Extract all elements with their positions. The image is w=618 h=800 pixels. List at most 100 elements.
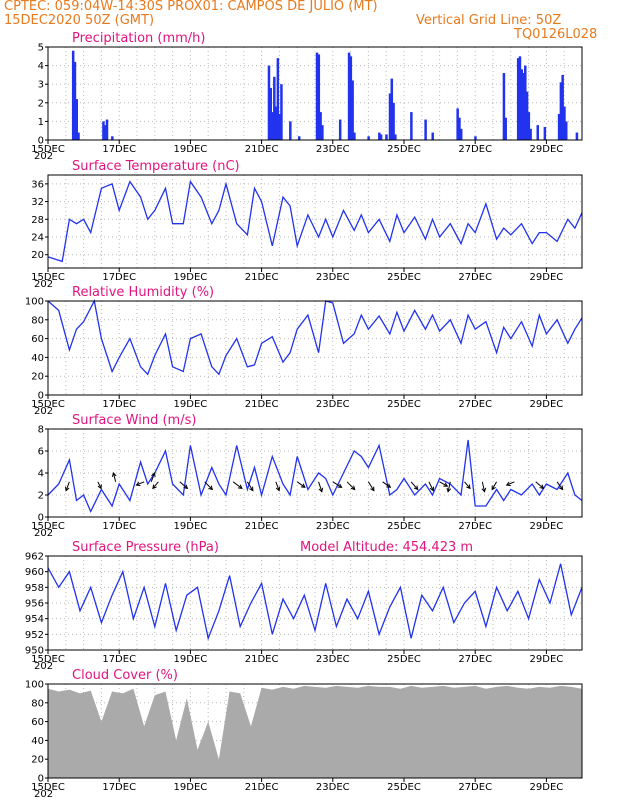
precip-bar — [564, 121, 568, 140]
y-tick-label: 5 — [38, 43, 44, 54]
panel-frame — [47, 428, 583, 518]
wind-arrow-head — [208, 485, 214, 491]
wind-arrow-head — [481, 487, 487, 493]
wind-arrow — [65, 481, 70, 491]
precip-bar — [321, 125, 324, 140]
x-tick-label: 27DEC — [458, 521, 492, 532]
wind-arrow-head — [183, 484, 189, 490]
precip-bar — [504, 117, 507, 140]
x-tick-label: 25DEC — [387, 272, 421, 283]
wind-arrow-head — [558, 485, 564, 491]
wind-arrow-head — [539, 484, 545, 490]
wind-arrow — [506, 481, 515, 486]
y-tick-label: 952 — [25, 630, 44, 641]
x-tick-label: 23DEC — [316, 399, 350, 410]
x-tick-year-label: 202 — [34, 279, 53, 290]
precip-bar — [392, 102, 395, 140]
x-tick-year-label: 202 — [34, 528, 53, 539]
panel-title: Relative Humidity (%) — [72, 285, 214, 300]
precip-bar — [524, 65, 527, 140]
x-tick-label: 21DEC — [245, 521, 279, 532]
panel-subtitle: Model Altitude: 454.423 m — [300, 540, 473, 555]
y-tick-label: 20 — [31, 372, 44, 383]
panel-1 — [45, 174, 583, 272]
x-tick-label: 23DEC — [316, 144, 350, 155]
x-tick-label: 25DEC — [387, 782, 421, 793]
header-run-id: TQ0126L028 — [514, 27, 598, 42]
wind-arrow-head — [491, 485, 496, 491]
x-tick-label: 29DEC — [530, 399, 564, 410]
x-tick-label: 27DEC — [458, 272, 492, 283]
wind-arrow-head — [337, 483, 343, 488]
x-tick-label: 19DEC — [174, 399, 208, 410]
x-tick-label: 19DEC — [174, 144, 208, 155]
panel-frame — [47, 174, 583, 269]
precip-bar — [459, 128, 463, 140]
wind-arrow — [136, 481, 145, 486]
y-tick-label: 0 — [38, 391, 44, 402]
x-tick-label: 19DEC — [174, 654, 208, 665]
y-tick-label: 80 — [31, 698, 44, 709]
precip-bar — [338, 119, 342, 140]
wind-arrow — [464, 481, 471, 489]
precip-bar — [315, 52, 319, 140]
wind-arrow-head — [466, 484, 471, 490]
precip-bar — [271, 112, 274, 140]
precip-bar — [456, 108, 459, 140]
panel-0 — [45, 46, 583, 144]
cloud-cover-area — [48, 685, 582, 778]
precip-bar — [278, 113, 281, 140]
wind-arrow-head — [446, 487, 452, 493]
wind-arrow — [367, 481, 375, 491]
x-tick-label: 17DEC — [102, 654, 136, 665]
wind-arrow-head — [429, 486, 434, 492]
x-tick-label: 15DEC — [31, 272, 65, 283]
series-line — [47, 563, 583, 641]
precip-bar — [367, 136, 370, 140]
y-tick-label: 956 — [25, 599, 44, 610]
y-tick-label: 20 — [31, 755, 44, 766]
wind-arrow-head — [152, 484, 157, 490]
wind-arrow — [428, 481, 434, 491]
panel-frame — [47, 300, 583, 396]
precip-bar — [75, 99, 78, 140]
wind-arrow — [556, 481, 563, 490]
precip-bar — [458, 117, 461, 140]
precip-bar — [319, 112, 322, 140]
wind-arrow — [318, 481, 323, 492]
y-tick-label: 8 — [38, 425, 44, 436]
x-tick-label: 21DEC — [245, 782, 279, 793]
precip-bar — [385, 134, 388, 140]
x-tick-label: 17DEC — [102, 782, 136, 793]
x-tick-label: 23DEC — [316, 782, 350, 793]
panel-3 — [45, 428, 583, 521]
wind-arrow-head — [275, 486, 281, 492]
panel-title: Surface Temperature (nC) — [72, 159, 240, 174]
y-tick-label: 20 — [31, 250, 44, 261]
wind-arrow-head — [65, 486, 70, 492]
x-tick-label: 27DEC — [458, 399, 492, 410]
x-tick-label: 21DEC — [245, 654, 279, 665]
header-station-line: CPTEC: 059:04W-14:30S PROX01: CAMPOS DE … — [4, 0, 378, 14]
wind-arrow — [246, 481, 254, 491]
wind-arrow — [447, 481, 451, 492]
wind-arrow-head — [111, 471, 117, 477]
x-tick-year-label: 202 — [34, 406, 53, 417]
y-tick-label: 954 — [25, 614, 44, 625]
y-tick-label: 4 — [38, 469, 44, 480]
precip-bar — [543, 126, 547, 140]
precip-bar — [536, 125, 539, 140]
precip-bar — [102, 121, 105, 140]
precip-bar — [518, 56, 522, 140]
y-tick-label: 0 — [38, 513, 44, 524]
x-tick-label: 23DEC — [316, 521, 350, 532]
panel-title: Surface Pressure (hPa) — [72, 540, 219, 555]
x-tick-label: 25DEC — [387, 654, 421, 665]
precip-bar — [563, 106, 566, 140]
precip-bar — [394, 134, 397, 140]
wind-arrow — [275, 481, 280, 491]
wind-arrow — [535, 481, 544, 489]
precip-bar — [559, 82, 563, 140]
y-tick-label: 40 — [31, 353, 44, 364]
